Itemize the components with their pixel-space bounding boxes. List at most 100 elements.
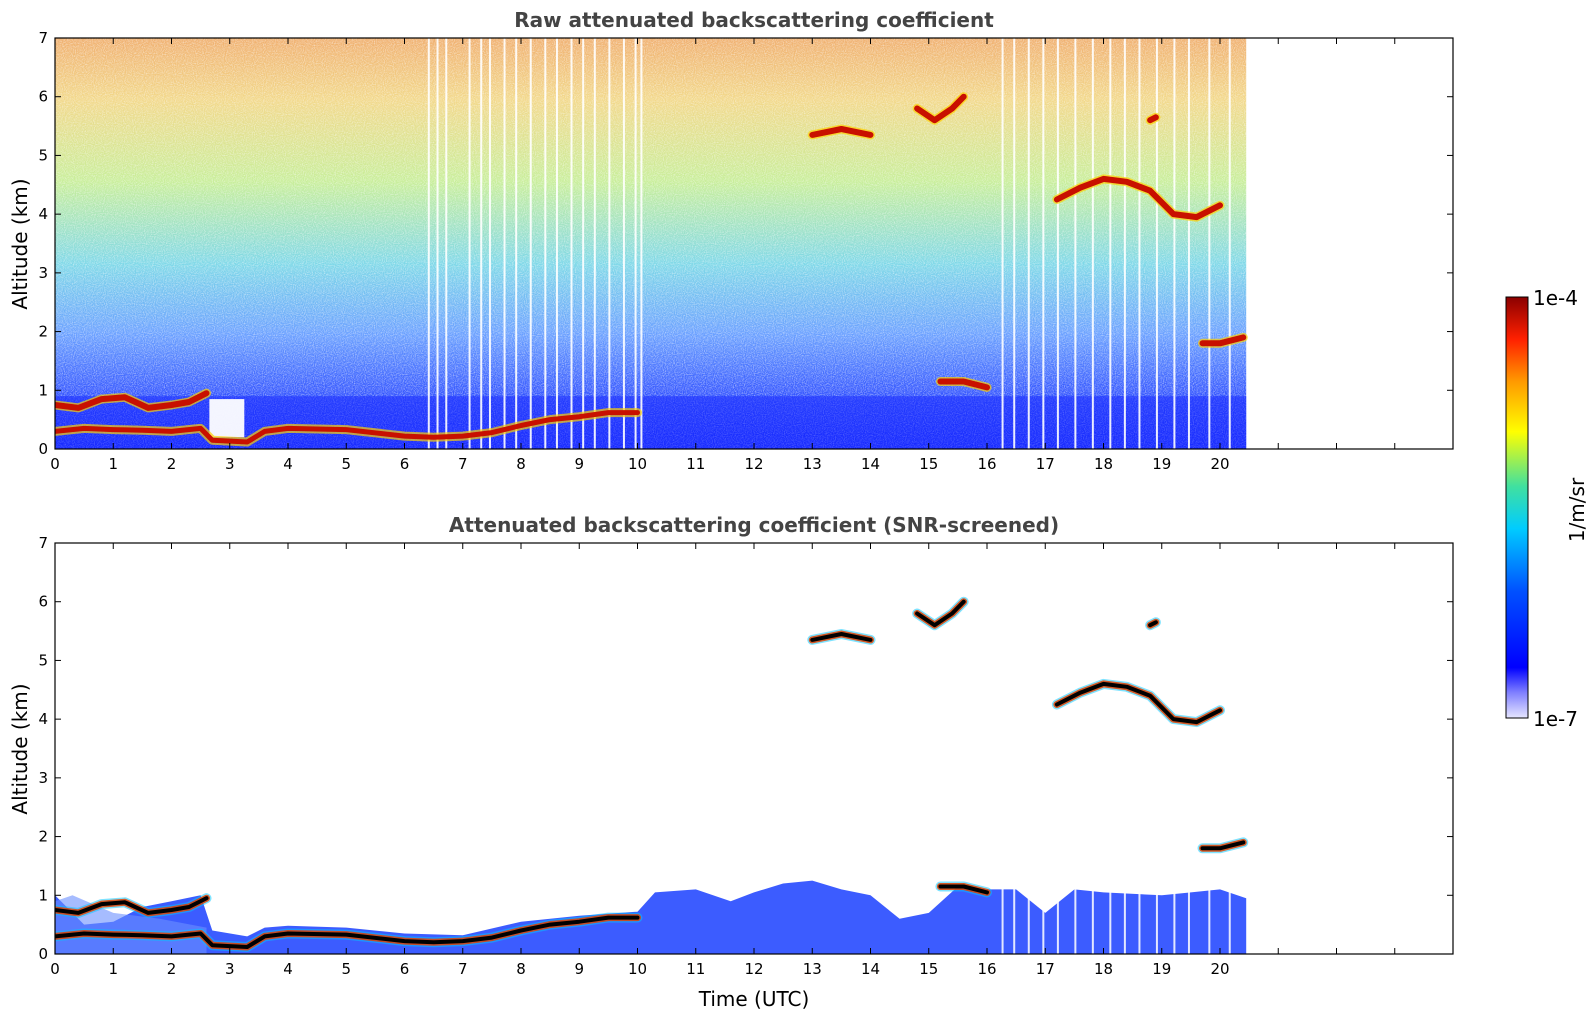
raw-noise-texture xyxy=(55,38,1247,449)
data-gap xyxy=(1056,38,1059,449)
x-tick-label: 5 xyxy=(341,960,351,978)
x-tick-label: 19 xyxy=(1152,455,1171,473)
x-tick-label: 20 xyxy=(1210,455,1229,473)
x-tick-label: 17 xyxy=(1036,455,1055,473)
x-tick-label: 4 xyxy=(283,455,293,473)
x-tick-label: 16 xyxy=(977,960,996,978)
data-gap xyxy=(622,38,625,449)
panel-2-frame xyxy=(54,542,1454,955)
data-gap xyxy=(445,38,448,449)
data-gap xyxy=(503,38,506,449)
data-gap xyxy=(1042,883,1045,954)
x-tick-label: 18 xyxy=(1094,455,1113,473)
y-tick-label: 3 xyxy=(38,264,48,282)
data-gap xyxy=(488,38,491,449)
y-tick-label: 7 xyxy=(38,29,48,47)
x-tick-label: 12 xyxy=(744,960,763,978)
x-tick-label: 5 xyxy=(341,455,351,473)
cloud-trace xyxy=(1053,175,1223,221)
data-gap xyxy=(1001,883,1004,954)
x-tick-label: 7 xyxy=(458,455,468,473)
x-tick-label: 3 xyxy=(225,960,235,978)
data-gap xyxy=(1027,883,1030,954)
cloud-trace xyxy=(1199,334,1247,347)
x-tick-label: 11 xyxy=(686,455,705,473)
x-tick-label: 12 xyxy=(744,455,763,473)
y-tick-label: 4 xyxy=(38,205,48,223)
panel-2-title: Attenuated backscattering coefficient (S… xyxy=(449,513,1059,537)
x-tick-label: 6 xyxy=(400,455,410,473)
y-tick-label: 2 xyxy=(38,323,48,341)
data-gap xyxy=(1056,883,1059,954)
data-gap xyxy=(1074,883,1077,954)
data-gap xyxy=(1013,883,1016,954)
x-tick-label: 6 xyxy=(400,960,410,978)
x-tick-label: 19 xyxy=(1152,960,1171,978)
data-gap xyxy=(1109,883,1112,954)
data-gap xyxy=(1042,38,1045,449)
y-tick-label: 1 xyxy=(38,381,48,399)
data-gap xyxy=(593,38,596,449)
cloud-trace xyxy=(1147,114,1159,124)
boundary-layer-screened-trace xyxy=(55,915,640,949)
x-tick-label: 8 xyxy=(516,455,526,473)
data-gap xyxy=(529,38,532,449)
x-tick-label: 20 xyxy=(1210,960,1229,978)
data-gap xyxy=(436,38,439,449)
data-gap xyxy=(555,38,558,449)
cloud-screened-trace xyxy=(938,884,989,895)
y-tick-label: 3 xyxy=(38,769,48,787)
data-gap xyxy=(1091,883,1094,954)
data-gap xyxy=(1187,883,1190,954)
x-tick-label: 18 xyxy=(1094,960,1113,978)
cloud-screened-trace xyxy=(1200,840,1246,851)
colorbar-gradient xyxy=(1505,296,1529,719)
colorbar-min-label: 1e-7 xyxy=(1533,707,1578,731)
data-gap xyxy=(582,38,585,449)
panel-1-y-label: Altitude (km) xyxy=(8,178,32,309)
colorbar: 1e-4 1e-7 1/m/sr xyxy=(1505,286,1589,731)
panel-1-y-ticks: 0 1 2 3 4 5 6 7 xyxy=(38,29,1453,458)
x-tick-label: 16 xyxy=(977,455,996,473)
data-gap xyxy=(1109,38,1112,449)
x-tick-label: 13 xyxy=(803,960,822,978)
panel-raw: Raw attenuated backscattering coefficien… xyxy=(8,8,1454,473)
colorbar-unit-label: 1/m/sr xyxy=(1565,477,1589,542)
x-tick-label: 8 xyxy=(516,960,526,978)
panel-2-y-ticks: 0 1 2 3 4 5 6 7 xyxy=(38,534,1453,963)
masked-region xyxy=(209,399,245,438)
y-tick-label: 5 xyxy=(38,651,48,669)
cloud-screened-trace xyxy=(915,599,966,628)
panel-screened: Attenuated backscattering coefficient (S… xyxy=(8,513,1454,1011)
cloud-screened-trace xyxy=(1054,681,1222,725)
data-gap xyxy=(1123,883,1126,954)
data-gap xyxy=(1091,38,1094,449)
x-tick-label: 14 xyxy=(861,455,880,473)
cloud-trace xyxy=(809,126,874,138)
y-tick-label: 5 xyxy=(38,146,48,164)
data-gap xyxy=(515,38,518,449)
data-gap xyxy=(1208,38,1211,449)
data-gap xyxy=(1187,38,1190,449)
y-tick-label: 1 xyxy=(38,886,48,904)
x-tick-label: 9 xyxy=(574,455,584,473)
x-tick-label: 0 xyxy=(50,455,60,473)
data-gap xyxy=(1173,883,1176,954)
x-tick-label: 1 xyxy=(108,960,118,978)
data-gap xyxy=(427,38,430,449)
cloud-screened-trace xyxy=(810,632,873,642)
data-gap xyxy=(1228,883,1231,954)
data-gap xyxy=(468,38,471,449)
data-gap xyxy=(634,38,637,449)
cloud-trace xyxy=(55,390,210,411)
data-gap xyxy=(544,38,547,449)
x-tick-label: 9 xyxy=(574,960,584,978)
data-gap xyxy=(640,38,643,449)
x-tick-label: 17 xyxy=(1036,960,1055,978)
data-gap xyxy=(1228,38,1231,449)
x-tick-label: 15 xyxy=(919,960,938,978)
data-gap xyxy=(1001,38,1004,449)
panel-2-y-label: Altitude (km) xyxy=(8,683,32,814)
data-gap xyxy=(570,38,573,449)
